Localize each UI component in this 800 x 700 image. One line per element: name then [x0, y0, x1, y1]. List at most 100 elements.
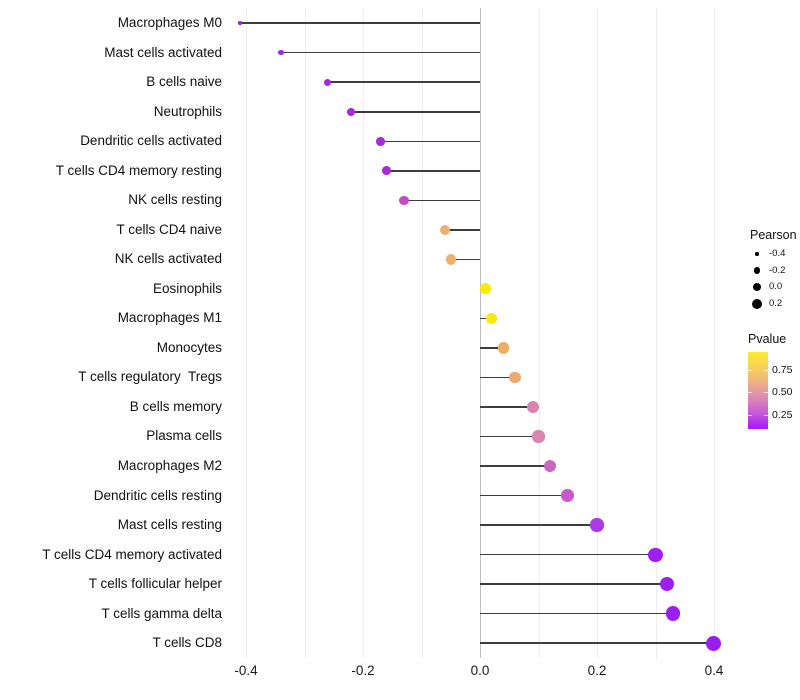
lollipop-dot	[526, 400, 539, 413]
pvalue-colorbar	[748, 352, 768, 429]
lollipop-dot	[486, 312, 498, 324]
y-axis-label: T cells regulatory Tregs	[78, 369, 222, 385]
y-axis-label: T cells follicular helper	[88, 576, 222, 592]
y-axis-label: T cells CD4 memory resting	[55, 162, 222, 178]
y-axis-label: Dendritic cells activated	[80, 133, 222, 149]
y-axis-label: Mast cells resting	[117, 517, 222, 533]
x-tick-label: 0.4	[704, 663, 724, 678]
lollipop-stick	[480, 435, 539, 438]
x-tick-label: 0.0	[470, 663, 490, 678]
gridline	[304, 8, 306, 658]
colorbar-tick	[748, 392, 752, 394]
gridline	[538, 8, 540, 658]
y-axis-label: B cells naive	[146, 74, 222, 90]
lollipop-stick	[480, 524, 597, 526]
lollipop-dot	[497, 342, 510, 354]
colorbar-tick-label: 0.25	[772, 409, 793, 422]
y-axis-label: NK cells resting	[128, 192, 222, 208]
lollipop-stick	[444, 229, 480, 231]
lollipop-stick	[480, 494, 568, 497]
x-tick-label: -0.2	[351, 663, 375, 678]
y-axis-label: B cells memory	[129, 398, 222, 414]
gridline	[363, 8, 364, 658]
y-axis-label: T cells CD8	[152, 635, 222, 651]
legend-size-label: -0.4	[769, 248, 786, 259]
colorbar-tick	[764, 369, 768, 371]
y-axis-label: Macrophages M2	[117, 458, 222, 473]
lollipop-dot	[509, 371, 521, 384]
y-axis-label: NK cells activated	[114, 251, 222, 267]
lollipop-stick	[480, 465, 551, 467]
y-axis-label: Macrophages M1	[117, 310, 222, 326]
legend-title-pvalue: Pvalue	[748, 332, 787, 346]
legend-title-pearson: Pearson	[750, 228, 797, 242]
lollipop-stick	[380, 140, 480, 143]
lollipop-stick	[281, 51, 480, 54]
y-axis-label: T cells CD4 memory activated	[42, 546, 222, 562]
lollipop-stick	[480, 347, 504, 349]
gridline	[714, 8, 715, 658]
lollipop-dot	[480, 283, 492, 295]
lollipop-stick	[351, 111, 480, 113]
x-tick-label: -0.4	[234, 663, 258, 678]
y-axis-label: Dendritic cells resting	[93, 487, 222, 503]
lollipop-dot	[278, 49, 284, 56]
lollipop-dot	[439, 224, 450, 235]
y-axis-label: Monocytes	[156, 339, 222, 355]
lollipop-dot	[648, 547, 663, 562]
lollipop-dot	[238, 21, 242, 25]
lollipop-dot	[561, 489, 575, 502]
lollipop-stick	[480, 376, 516, 379]
gridline	[597, 8, 598, 658]
lollipop-dot	[445, 254, 456, 265]
colorbar-tick	[748, 369, 752, 371]
lollipop-stick	[480, 406, 533, 408]
lollipop-dot	[660, 576, 675, 592]
y-axis-label: Plasma cells	[146, 428, 222, 444]
legend-size-dot	[752, 299, 762, 309]
gridline	[246, 8, 247, 658]
gridline	[421, 8, 423, 658]
lollipop-dot	[347, 107, 356, 116]
colorbar-tick-label: 0.50	[772, 386, 793, 399]
lollipop-dot	[532, 430, 545, 443]
lollipop-stick	[403, 199, 480, 202]
y-axis-label: Mast cells activated	[104, 44, 222, 60]
lollipop-dot	[381, 166, 391, 176]
lollipop-stick	[240, 22, 480, 24]
lollipop-stick	[480, 583, 668, 585]
gridline	[655, 8, 657, 658]
lollipop-stick	[386, 170, 480, 172]
y-axis-label: T cells CD4 naive	[116, 221, 222, 237]
legend-size-dot	[755, 252, 759, 256]
lollipop-stick	[480, 642, 714, 644]
lollipop-stick	[480, 317, 492, 320]
x-tick-label: 0.2	[587, 663, 607, 678]
lollipop-dot	[544, 459, 557, 473]
y-axis-label: T cells gamma delta	[101, 605, 222, 621]
lollipop-stick	[327, 81, 480, 83]
lollipop-dot	[706, 635, 722, 651]
y-axis-label: Macrophages M0	[117, 15, 222, 31]
legend-size-dot	[752, 282, 762, 292]
colorbar-tick	[764, 392, 768, 394]
lollipop-dot	[376, 136, 385, 146]
colorbar-tick	[764, 415, 768, 417]
lollipop-dot	[590, 518, 604, 532]
legend-size-dot	[753, 267, 761, 274]
lollipop-dot	[665, 606, 681, 621]
legend-size-label: -0.2	[769, 264, 786, 276]
colorbar-tick	[748, 415, 752, 417]
legend-size-label: 0.2	[769, 298, 783, 309]
colorbar-tick-label: 0.75	[772, 363, 793, 376]
lollipop-stick	[480, 553, 656, 556]
legend-size-label: 0.0	[769, 281, 783, 292]
y-axis-label: Neutrophils	[153, 103, 222, 119]
zero-axis-line	[480, 8, 481, 658]
lollipop-dot	[324, 78, 332, 86]
lollipop-stick	[450, 258, 480, 261]
lollipop-stick	[480, 612, 674, 615]
y-axis-label: Eosinophils	[152, 280, 222, 296]
